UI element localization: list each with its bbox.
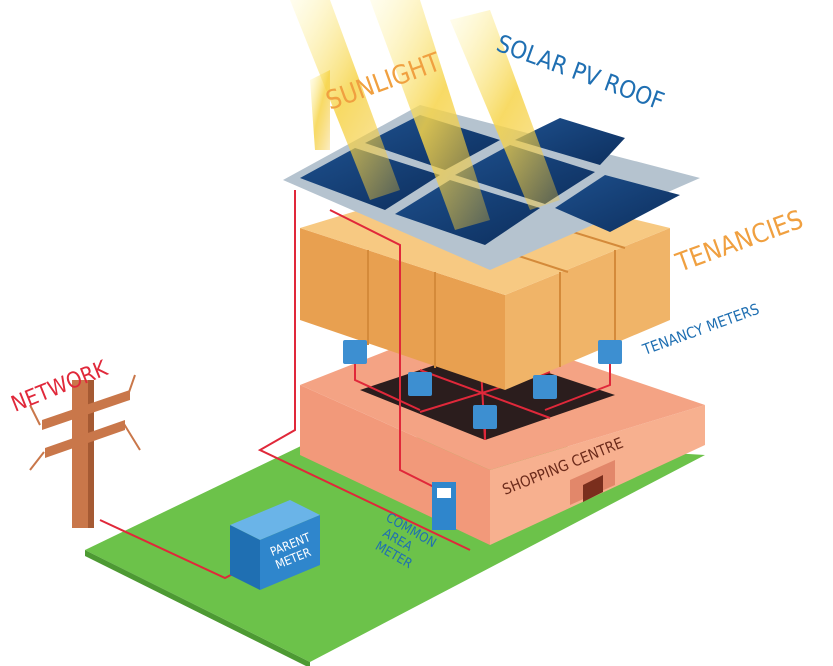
common-area-meter xyxy=(432,482,456,530)
tenancies-label: TENANCIES xyxy=(671,205,807,279)
utility-pole xyxy=(29,374,141,528)
tenancy-meters xyxy=(343,340,622,429)
sunlight-beams xyxy=(290,0,560,230)
parent-meter xyxy=(230,500,320,590)
